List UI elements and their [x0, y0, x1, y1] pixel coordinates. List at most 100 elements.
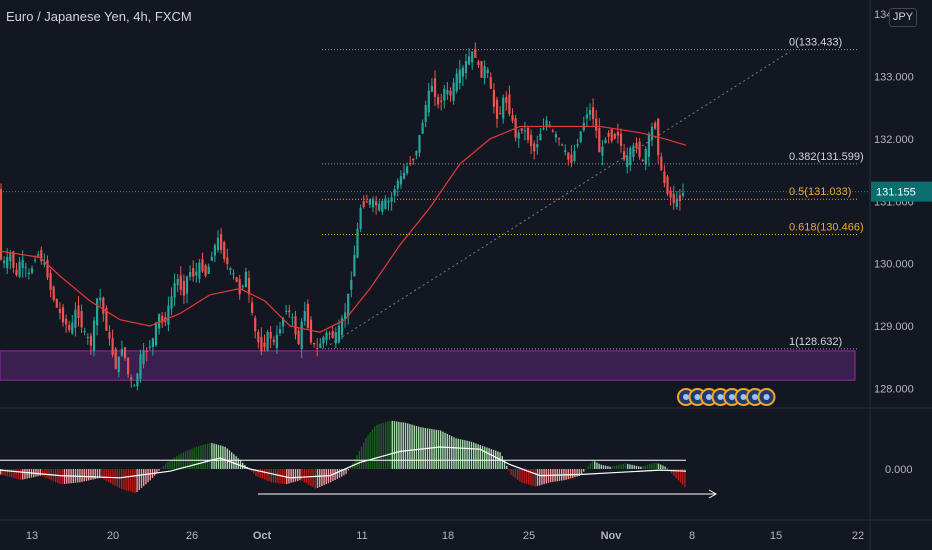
osc-bar: [501, 456, 503, 469]
osc-bar: [338, 469, 341, 478]
osc-bar: [158, 469, 160, 471]
price-axis-tick: 128.000: [874, 383, 914, 395]
osc-bar: [26, 469, 28, 479]
osc-bar: [618, 464, 620, 469]
osc-bar: [444, 432, 446, 469]
osc-bar: [431, 429, 433, 469]
osc-bar: [345, 469, 347, 474]
osc-bar: [679, 469, 682, 483]
candle-body: [185, 276, 189, 294]
candle-body: [601, 146, 604, 156]
osc-bar: [63, 469, 66, 484]
candle-body: [399, 176, 402, 185]
candle-body: [229, 268, 232, 271]
candle-body: [288, 310, 291, 313]
candle-body: [263, 342, 266, 348]
osc-bar: [393, 421, 396, 469]
osc-bar: [490, 449, 492, 469]
osc-bar: [140, 469, 143, 489]
osc-bar: [198, 446, 200, 469]
candle-body: [359, 208, 362, 230]
osc-bar: [585, 468, 587, 470]
osc-bar: [440, 430, 442, 469]
candle-body: [275, 334, 278, 348]
osc-bar: [57, 469, 59, 484]
osc-bar: [316, 469, 319, 489]
candle-body: [108, 332, 111, 339]
osc-bar: [455, 438, 457, 469]
currency-button[interactable]: JPY: [889, 8, 917, 27]
osc-bar: [510, 469, 512, 475]
candle-body: [554, 134, 557, 138]
symbol-title: Euro / Japanese Yen, 4h, FXCM: [6, 9, 192, 24]
candle-body: [375, 201, 378, 206]
candle-body: [619, 133, 623, 146]
osc-bar: [598, 463, 600, 469]
osc-bar: [154, 469, 156, 476]
osc-bar: [257, 469, 259, 477]
candle-body: [666, 176, 669, 194]
candle-body: [660, 156, 663, 170]
osc-bar: [129, 469, 132, 492]
osc-bar: [435, 429, 437, 469]
candle-body: [433, 78, 437, 97]
osc-bar: [323, 469, 325, 486]
candle-body: [251, 302, 254, 313]
candle-body: [68, 325, 71, 330]
candle-body: [539, 133, 542, 141]
osc-bar: [512, 469, 514, 477]
candle-body: [557, 138, 561, 140]
candle-body: [86, 337, 89, 339]
osc-bar: [138, 469, 140, 491]
candle-body: [561, 144, 564, 146]
moving-average-line: [0, 125, 687, 333]
osc-bar: [666, 468, 668, 470]
osc-bar: [277, 469, 279, 484]
candle-body: [6, 256, 9, 269]
osc-bar: [503, 460, 506, 469]
osc-bar: [259, 469, 261, 478]
fib-level-label: 0.5(131.033): [789, 186, 851, 198]
osc-bar: [235, 456, 237, 469]
candle-body: [406, 166, 409, 174]
osc-bar: [437, 430, 440, 469]
candle-body: [387, 200, 390, 203]
osc-bar: [134, 469, 136, 493]
osc-bar: [600, 464, 602, 469]
time-axis-tick: 20: [107, 530, 119, 542]
osc-bar: [312, 469, 314, 488]
osc-bar: [118, 469, 121, 489]
candle-body: [511, 115, 514, 121]
candle-body: [675, 198, 678, 207]
osc-bar: [448, 435, 451, 469]
candle-body: [192, 268, 195, 277]
osc-bar: [132, 469, 134, 493]
candle-body: [610, 129, 613, 142]
osc-bar: [473, 442, 475, 469]
candle-body: [247, 277, 251, 295]
candle-body: [418, 134, 421, 153]
time-axis-tick: 26: [186, 530, 198, 542]
osc-bar: [675, 469, 677, 479]
osc-bar: [321, 469, 323, 487]
osc-bar: [193, 447, 195, 469]
candle-body: [133, 385, 136, 387]
osc-bar: [178, 454, 180, 469]
osc-bar: [290, 469, 292, 483]
osc-bar: [39, 469, 41, 476]
time-axis-tick: Oct: [253, 530, 272, 542]
osc-bar: [594, 461, 596, 469]
candle-body: [316, 348, 319, 350]
osc-bar: [233, 454, 235, 469]
candles: [0, 42, 685, 391]
candle-body: [499, 113, 502, 115]
osc-bar: [88, 469, 90, 481]
candle-body: [204, 265, 207, 276]
candle-body: [483, 65, 486, 79]
osc-bar: [642, 466, 644, 469]
candle-body: [12, 251, 15, 268]
osc-bar: [539, 469, 541, 486]
candle-body: [613, 133, 616, 139]
time-axis-tick: 15: [770, 530, 782, 542]
